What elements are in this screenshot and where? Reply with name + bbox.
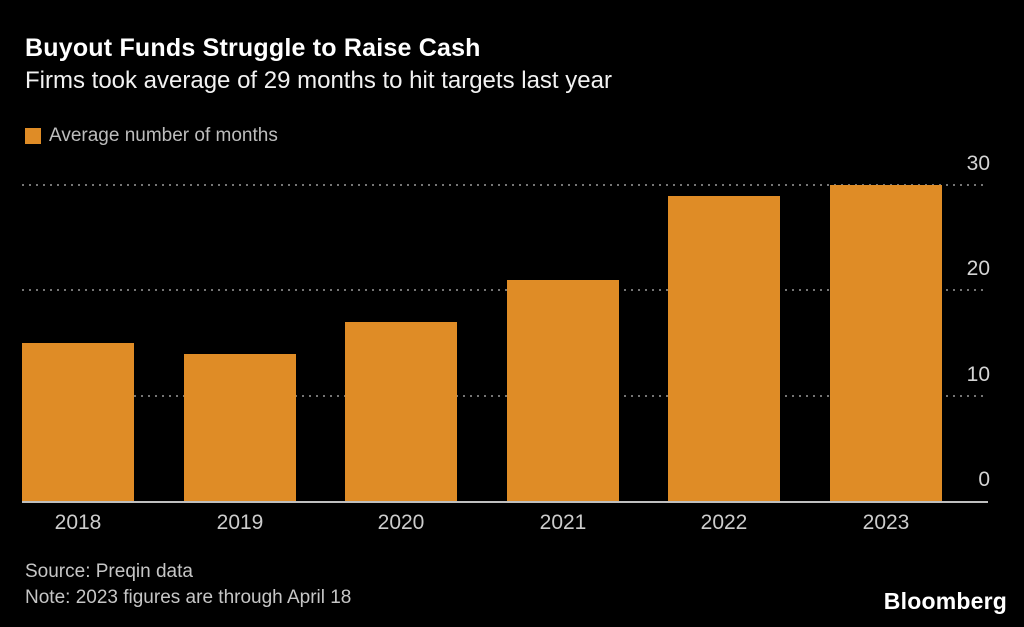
bar-2023 bbox=[830, 185, 942, 501]
legend: Average number of months bbox=[25, 125, 278, 147]
source-text: Source: Preqin data bbox=[25, 561, 193, 582]
legend-swatch-icon bbox=[25, 128, 41, 144]
x-axis-label-2018: 2018 bbox=[54, 511, 102, 534]
y-axis-label-30: 30 bbox=[966, 152, 990, 175]
bar-2018 bbox=[22, 343, 134, 501]
chart-title: Buyout Funds Struggle to Raise Cash bbox=[25, 34, 481, 62]
x-axis-baseline bbox=[22, 501, 988, 503]
bar-2021 bbox=[507, 280, 619, 501]
legend-label: Average number of months bbox=[49, 125, 278, 146]
note-text: Note: 2023 figures are through April 18 bbox=[25, 587, 352, 608]
bar-2020 bbox=[345, 322, 457, 501]
gridline-30 bbox=[22, 184, 988, 186]
bar-2022 bbox=[668, 196, 780, 501]
y-axis-label-20: 20 bbox=[966, 257, 990, 281]
x-axis-label-2020: 2020 bbox=[377, 511, 425, 534]
y-axis-label-0: 0 bbox=[978, 468, 990, 491]
bloomberg-logo: Bloomberg bbox=[883, 588, 1007, 614]
x-axis-label-2022: 2022 bbox=[700, 511, 748, 534]
chart-subtitle: Firms took average of 29 months to hit t… bbox=[25, 67, 612, 94]
x-axis-label-2021: 2021 bbox=[539, 511, 587, 534]
gridline-10 bbox=[22, 394, 988, 397]
gridline-20 bbox=[22, 289, 988, 292]
bar-2019 bbox=[184, 354, 296, 501]
x-axis-label-2019: 2019 bbox=[216, 511, 264, 534]
x-axis-label-2023: 2023 bbox=[862, 511, 910, 534]
y-axis-label-10: 10 bbox=[966, 362, 990, 386]
